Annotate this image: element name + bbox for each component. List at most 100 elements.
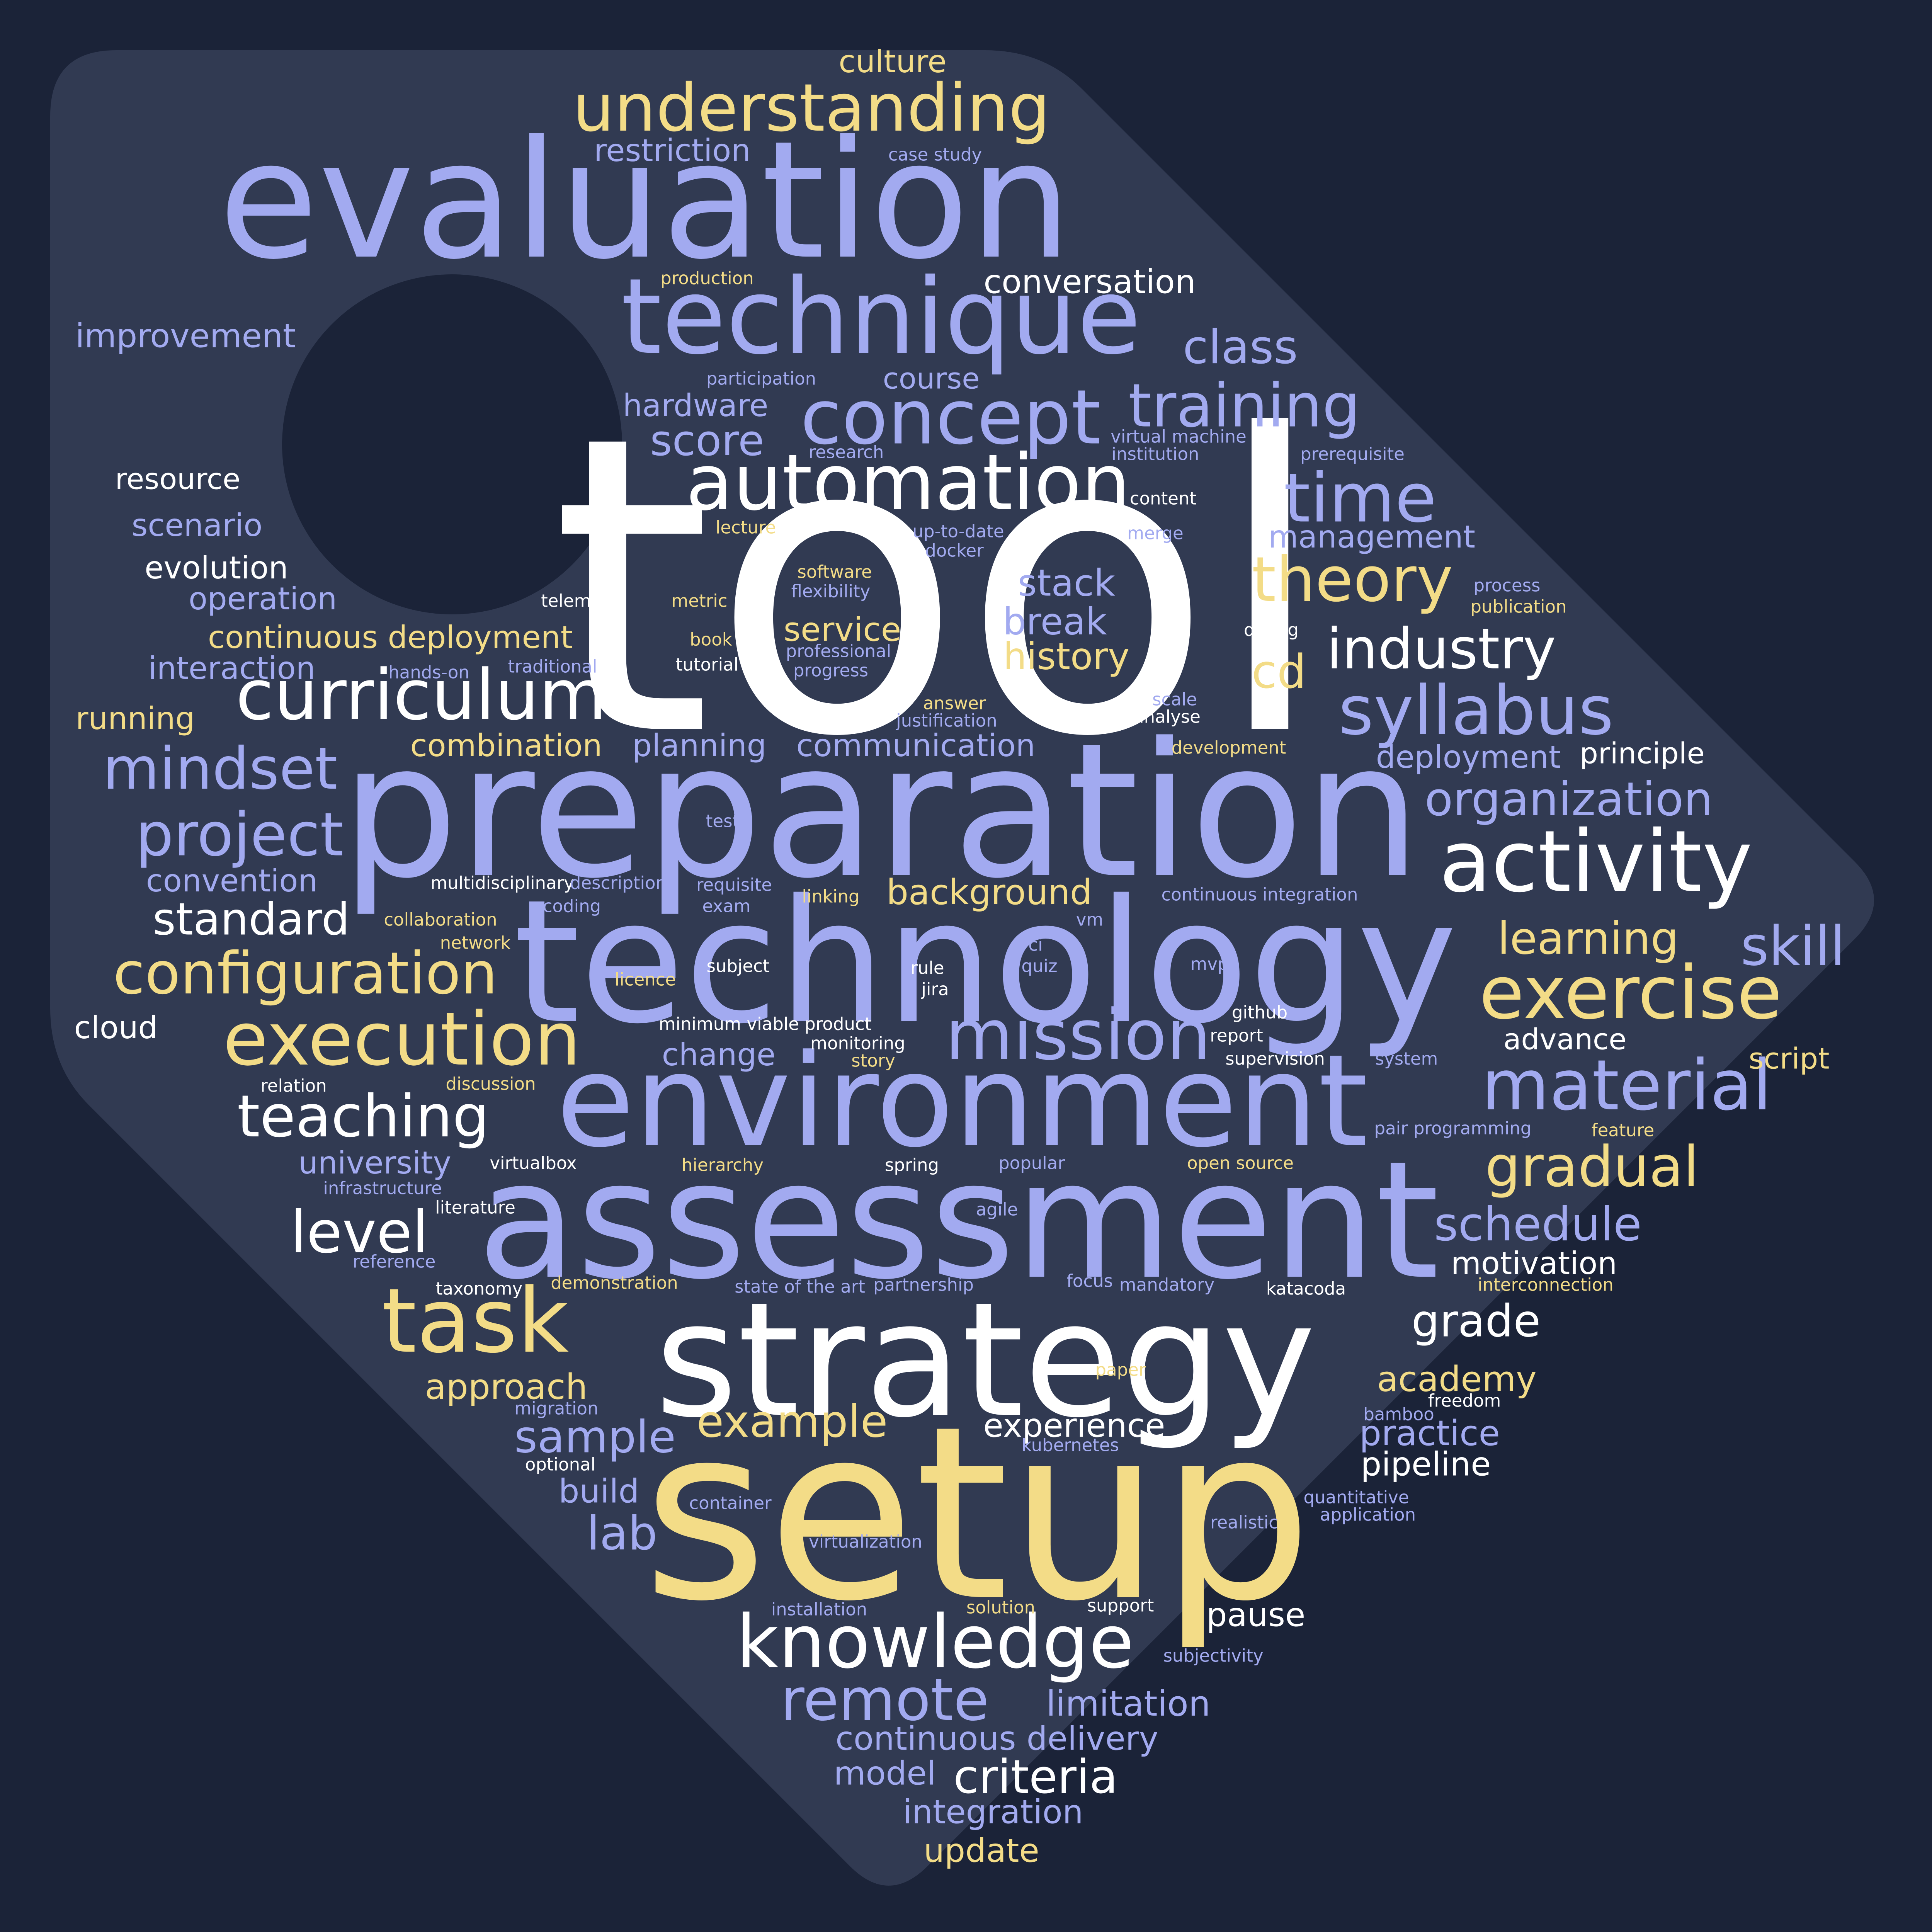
word-evolution: evolution — [145, 550, 288, 586]
word-lecture: lecture — [715, 517, 776, 538]
word-motivation: motivation — [1451, 1245, 1617, 1281]
word-subject: subject — [706, 956, 770, 976]
word-network: network — [440, 932, 511, 953]
word-linking: linking — [802, 886, 860, 907]
word-evaluation: evaluation — [218, 106, 1072, 295]
word-merge: merge — [1127, 523, 1184, 544]
word-report: report — [1210, 1025, 1263, 1046]
word-mission: mission — [945, 995, 1211, 1076]
word-strategy: strategy — [655, 1268, 1316, 1452]
word-subjectivity: subjectivity — [1163, 1645, 1264, 1666]
word-requisite: requisite — [696, 874, 772, 895]
word-tool: tool — [551, 349, 1327, 826]
word-realistic: realistic — [1210, 1512, 1279, 1533]
word-continuous-integration: continuous integration — [1161, 884, 1358, 905]
word-stack: stack — [1017, 562, 1116, 605]
word-project: project — [136, 799, 344, 870]
word-experience: experience — [983, 1406, 1165, 1445]
word-resource: resource — [115, 462, 241, 496]
word-combination: combination — [410, 728, 602, 764]
word-assessment: assessment — [477, 1126, 1439, 1315]
word-environment: environment — [556, 1027, 1368, 1175]
word-metric: metric — [671, 590, 728, 611]
word-gradual: gradual — [1485, 1134, 1699, 1200]
word-paper: paper — [1095, 1359, 1146, 1380]
word-restriction: restriction — [594, 133, 751, 168]
word-virtualization: virtualization — [809, 1531, 922, 1552]
word-academy: academy — [1377, 1359, 1537, 1400]
word-exercise: exercise — [1479, 950, 1782, 1036]
word-katacoda: katacoda — [1266, 1278, 1346, 1299]
word-interaction: interaction — [148, 650, 316, 686]
word-approach: approach — [425, 1367, 588, 1407]
word-activity: activity — [1439, 812, 1753, 911]
word-tutorial: tutorial — [675, 654, 739, 675]
word-literature: literature — [435, 1197, 515, 1218]
word-technique: technique — [621, 256, 1141, 378]
word-learning: learning — [1497, 913, 1679, 965]
word-planning: planning — [632, 728, 767, 764]
word-progress: progress — [793, 660, 869, 681]
word-training: training — [1128, 371, 1361, 441]
word-reference: reference — [352, 1251, 436, 1272]
word-organization: organization — [1424, 773, 1713, 827]
word-justification: justification — [896, 710, 997, 731]
word-popular: popular — [998, 1153, 1065, 1173]
word-content: content — [1129, 488, 1197, 509]
word-teaching: teaching — [237, 1083, 490, 1150]
word-pair-programming: pair programming — [1374, 1118, 1532, 1139]
word-bamboo: bamboo — [1363, 1404, 1434, 1425]
word-development: development — [1171, 737, 1286, 758]
word-background: background — [886, 872, 1092, 913]
word-state-of-the-art: state of the art — [735, 1276, 865, 1297]
word-continuous-deployment: continuous deployment — [208, 619, 573, 655]
word-jira: jira — [921, 979, 949, 1000]
word-traditional: traditional — [508, 656, 597, 677]
word-remote: remote — [781, 1667, 989, 1734]
word-optional: optional — [525, 1454, 596, 1475]
word-support: support — [1087, 1595, 1154, 1616]
word-criteria: criteria — [953, 1750, 1118, 1804]
word-material: material — [1481, 1045, 1772, 1126]
word-application: application — [1320, 1504, 1416, 1525]
word-participation: participation — [706, 368, 816, 389]
word-test: test — [706, 811, 740, 832]
word-supervision: supervision — [1225, 1048, 1325, 1069]
word-demonstration: demonstration — [551, 1272, 678, 1293]
word-analyse: analyse — [1133, 706, 1201, 727]
word-telemetry: telemetry — [541, 590, 626, 611]
word-up-to-date: up-to-date — [912, 521, 1004, 542]
word-industry: industry — [1327, 616, 1556, 682]
word-mandatory: mandatory — [1119, 1274, 1215, 1295]
word-docker: docker — [925, 540, 984, 561]
word-university: university — [298, 1145, 451, 1181]
word-configuration: configuration — [113, 940, 498, 1007]
word-prerequisite: prerequisite — [1300, 444, 1405, 464]
word-cd: cd — [1251, 645, 1307, 699]
word-professional: professional — [786, 641, 891, 662]
word-answer: answer — [923, 693, 986, 714]
word-break: break — [1003, 600, 1107, 643]
word-model: model — [833, 1754, 936, 1793]
word-communication: communication — [796, 728, 1036, 764]
word-example: example — [696, 1396, 888, 1448]
word-software: software — [797, 561, 872, 582]
word-advance: advance — [1503, 1022, 1627, 1056]
word-knowledge: knowledge — [736, 1599, 1134, 1685]
word-convention: convention — [146, 863, 318, 899]
word-discussion: discussion — [446, 1073, 536, 1094]
word-infrastructure: infrastructure — [323, 1178, 442, 1199]
word-description: description — [570, 872, 667, 893]
word-execution: execution — [223, 997, 581, 1082]
word-history: history — [1003, 635, 1130, 678]
word-cloud: cloud — [74, 1010, 158, 1046]
word-concept: concept — [800, 373, 1101, 461]
word-change: change — [662, 1037, 776, 1073]
word-deployment: deployment — [1376, 739, 1561, 775]
word-quantitative: quantitative — [1303, 1487, 1409, 1508]
word-improvement: improvement — [75, 317, 296, 355]
word-curriculum: curriculum — [235, 655, 607, 736]
word-culture: culture — [838, 44, 947, 80]
word-preparation: preparation — [340, 703, 1422, 919]
